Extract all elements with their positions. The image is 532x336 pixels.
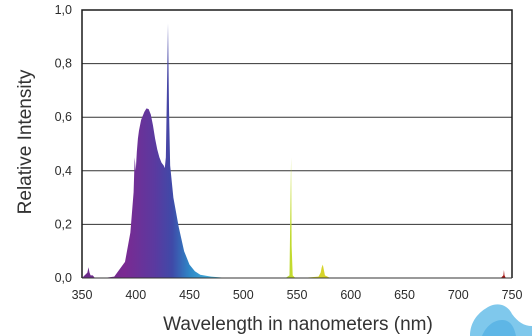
x-tick-label: 350	[72, 288, 93, 302]
x-tick-label: 650	[394, 288, 415, 302]
series-area	[82, 23, 512, 279]
x-tick-label: 450	[179, 288, 200, 302]
x-tick-label: 600	[340, 288, 361, 302]
y-tick-label: 0,4	[55, 164, 72, 178]
plot-border	[81, 9, 513, 278]
y-tick-label: 0,0	[55, 271, 72, 285]
x-tick-labels: 350 400 450 500 550 600 650 700 750	[72, 288, 523, 302]
y-tick-labels: 0,0 0,2 0,4 0,6 0,8 1,0	[55, 3, 72, 285]
corner-decoration	[470, 304, 532, 336]
y-tick-label: 0,8	[55, 57, 72, 71]
x-tick-label: 750	[502, 288, 523, 302]
plot-frame	[81, 9, 513, 279]
x-tick-label: 700	[448, 288, 469, 302]
x-axis-label: Wavelength in nanometers (nm)	[163, 314, 433, 335]
x-tick-label: 400	[125, 288, 146, 302]
spectrum-area	[82, 23, 512, 279]
y-tick-label: 0,6	[55, 110, 72, 124]
y-tick-label: 0,2	[55, 217, 72, 231]
y-tick-label: 1,0	[55, 3, 72, 17]
x-tick-label: 550	[287, 288, 308, 302]
y-axis-label: Relative Intensity	[15, 69, 36, 214]
x-tick-label: 500	[233, 288, 254, 302]
